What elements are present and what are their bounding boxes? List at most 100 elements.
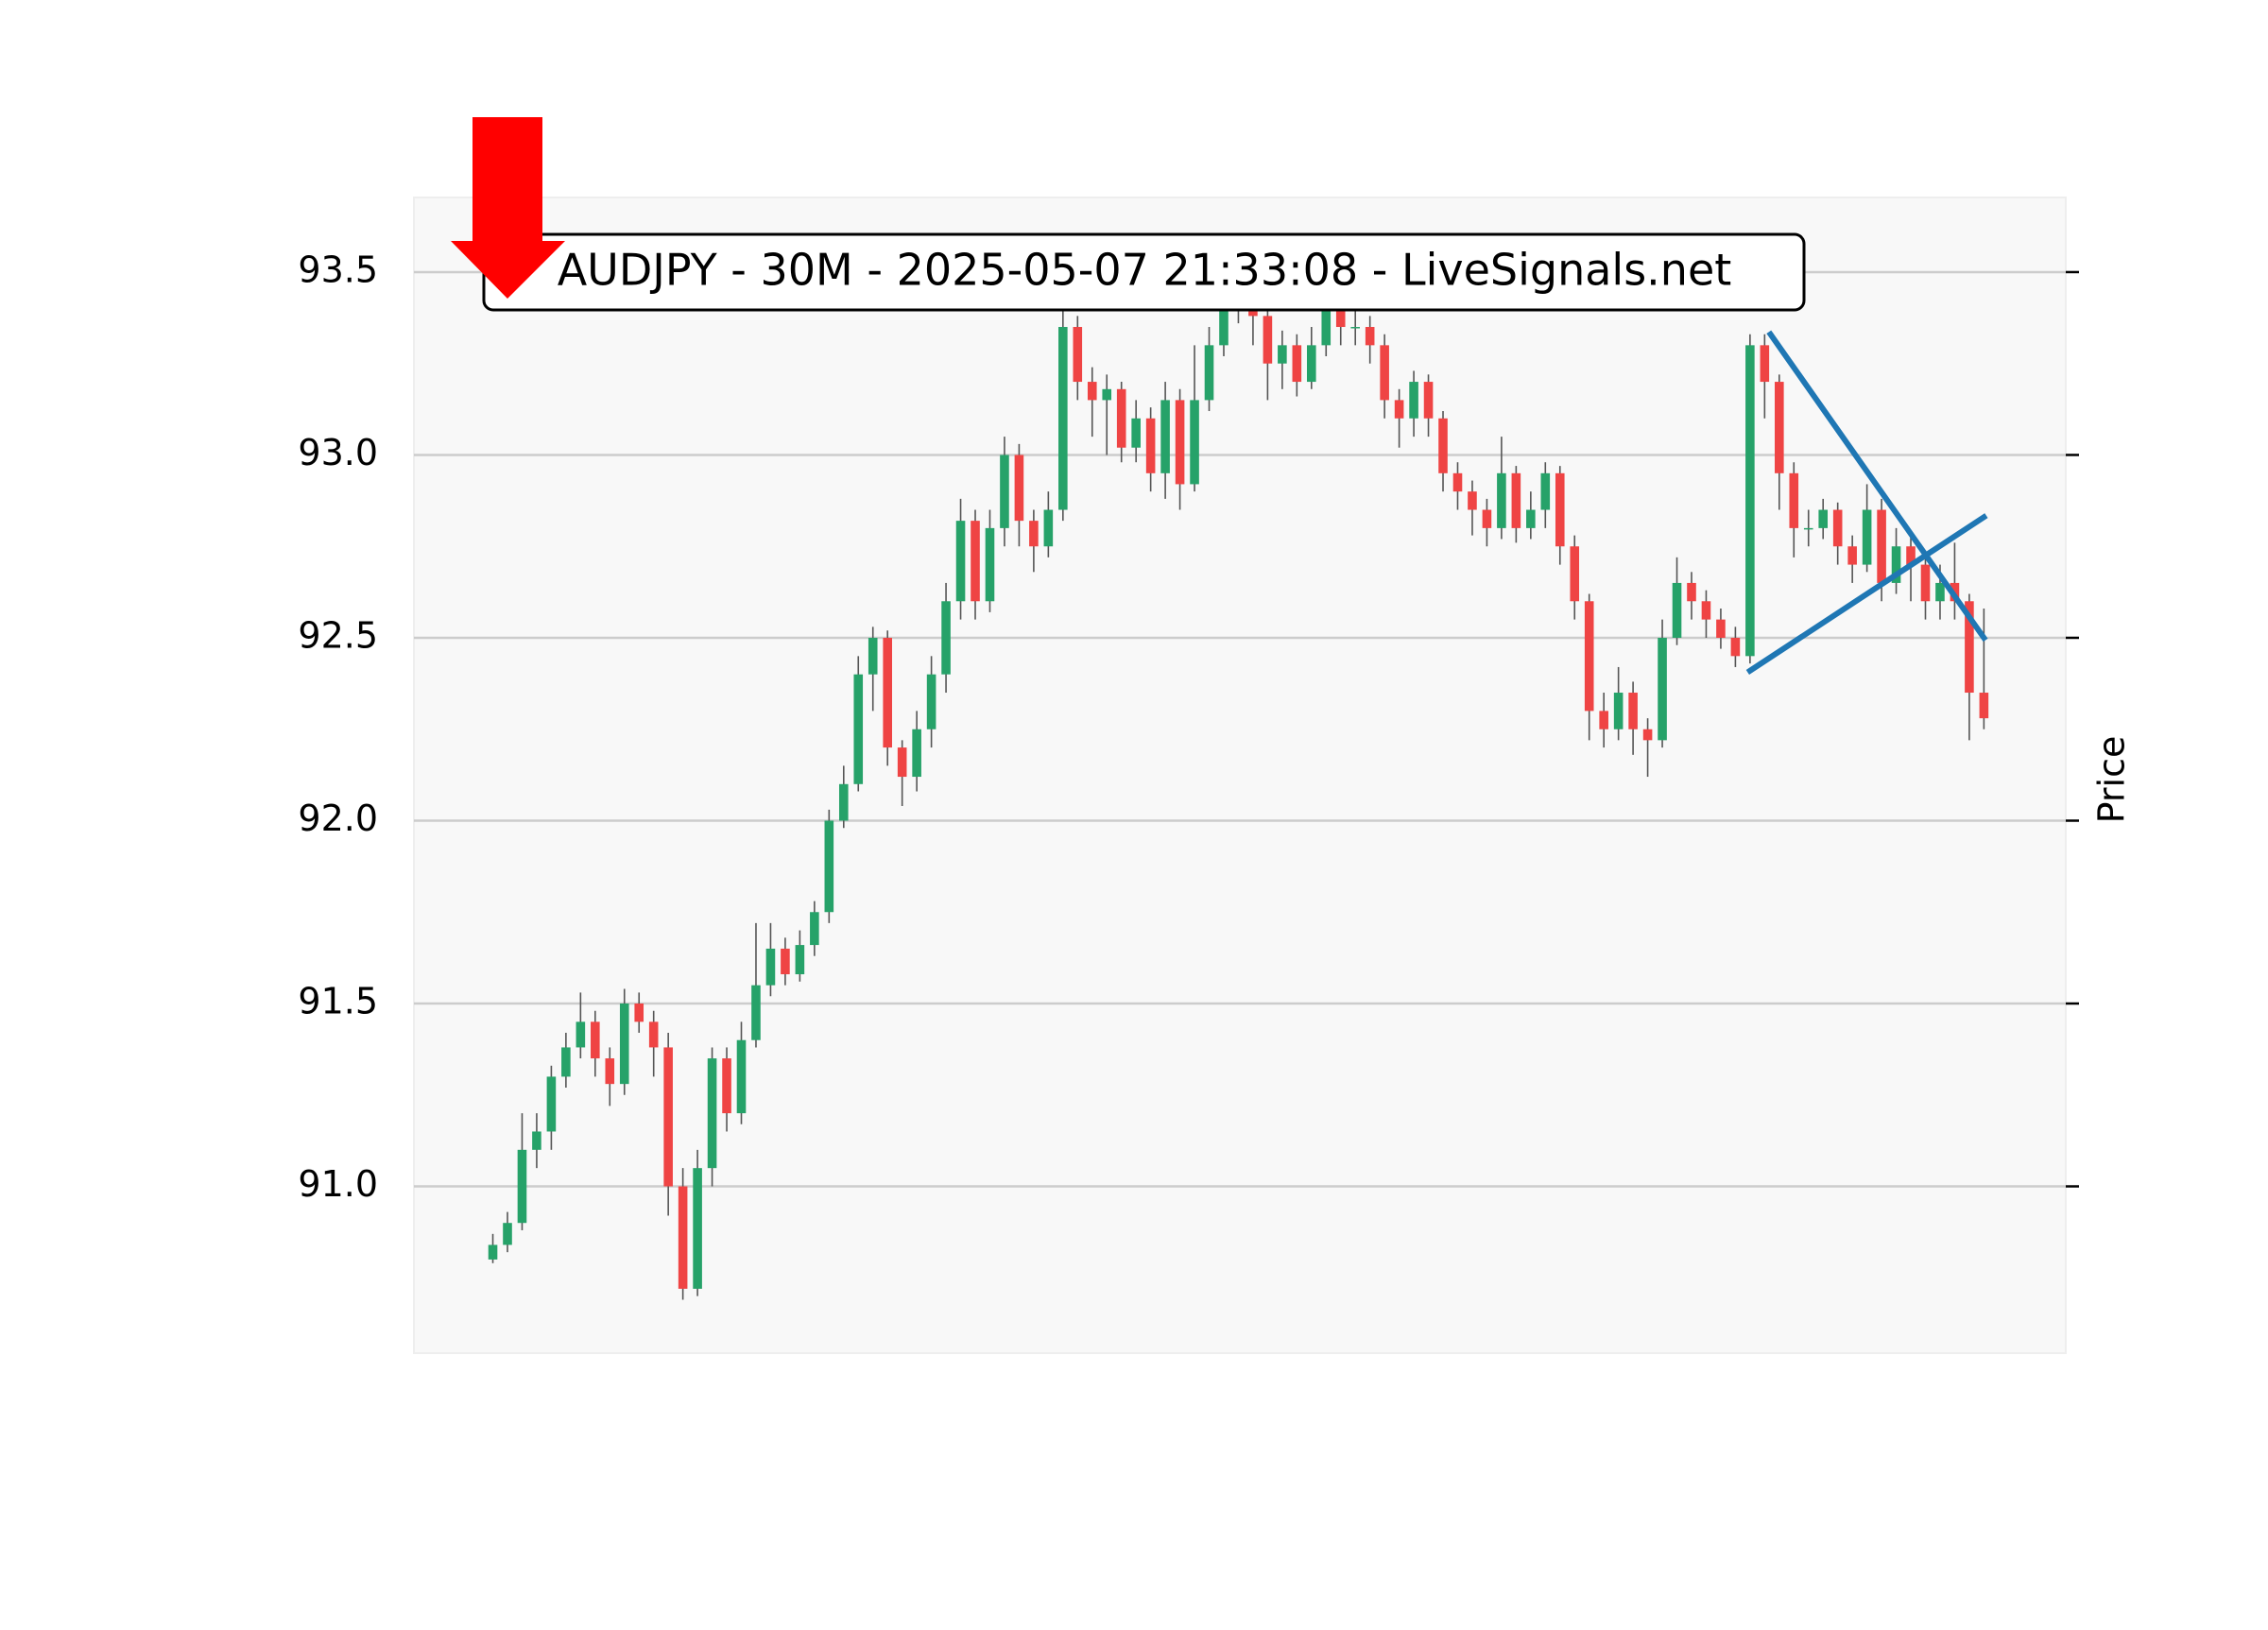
y-tick-label: 93.0 xyxy=(298,432,378,473)
candle-body xyxy=(1642,729,1653,741)
candle-body xyxy=(1511,472,1521,528)
candle-body xyxy=(1482,509,1492,528)
candle-body xyxy=(1555,472,1565,547)
candle-body xyxy=(1775,382,1784,473)
candle-body xyxy=(1321,308,1332,346)
candle-body xyxy=(1263,316,1273,364)
candle-body xyxy=(1278,345,1287,364)
candle-body xyxy=(1935,582,1945,602)
candle-body xyxy=(619,1004,629,1085)
candle-body xyxy=(897,747,907,778)
candle-body xyxy=(1526,509,1536,528)
candle-body xyxy=(1204,345,1214,401)
candle-body xyxy=(736,1039,747,1114)
candle-body xyxy=(838,783,849,821)
candle-body xyxy=(1014,455,1024,522)
signal-arrow xyxy=(451,117,565,299)
candle-body xyxy=(1073,327,1083,383)
candle-body xyxy=(1190,400,1199,485)
candle-body xyxy=(1832,509,1843,547)
candle-body xyxy=(1292,345,1302,383)
y-tick-label: 91.0 xyxy=(298,1163,378,1205)
candle-body xyxy=(1847,546,1857,565)
candle-body xyxy=(1160,400,1170,473)
candle-body xyxy=(1628,693,1638,729)
candle-body xyxy=(941,601,951,675)
candle-body xyxy=(1409,382,1418,419)
y-tick-label: 93.5 xyxy=(298,249,378,290)
candle-body xyxy=(1584,601,1594,712)
candle-body xyxy=(1570,546,1580,602)
candle-body xyxy=(1468,491,1477,510)
candle-body xyxy=(781,948,790,975)
candle-body xyxy=(1687,582,1696,602)
candle-body xyxy=(1116,388,1126,448)
candle-body xyxy=(1087,382,1097,401)
candle-body xyxy=(1000,455,1009,528)
candle-body xyxy=(1789,472,1799,528)
candle-body xyxy=(868,637,878,675)
candle-body xyxy=(561,1047,571,1077)
candle-body xyxy=(1043,509,1054,547)
candle-body xyxy=(1760,345,1770,383)
y-tick-label: 91.5 xyxy=(298,981,378,1022)
candle-body xyxy=(488,1244,498,1260)
candle-body xyxy=(1818,509,1829,528)
candle-body xyxy=(810,912,819,946)
candle-body xyxy=(517,1149,527,1224)
candle-body xyxy=(1613,693,1624,729)
candle-body xyxy=(591,1021,600,1059)
candle-body xyxy=(1658,637,1667,741)
candle-body xyxy=(1029,521,1039,547)
candle-body xyxy=(1365,327,1375,346)
candle-body xyxy=(1145,418,1156,473)
candle-body xyxy=(765,948,776,986)
candle-body xyxy=(1979,693,1989,719)
candle-body xyxy=(1438,418,1448,473)
plot-area xyxy=(413,197,2067,1354)
candle-body xyxy=(1672,582,1682,638)
candle-body xyxy=(1131,418,1141,448)
candle-body xyxy=(634,1004,644,1022)
candle-body xyxy=(985,527,995,602)
candle-body xyxy=(1219,308,1228,346)
y-axis-label: Price xyxy=(2091,736,2133,824)
candle-body xyxy=(1920,564,1931,602)
candle-body xyxy=(751,985,761,1040)
candle-body xyxy=(648,1021,659,1048)
chart-title: AUDJPY - 30M - 2025-05-07 21:33:08 - Liv… xyxy=(558,245,1732,296)
candle-body xyxy=(1350,327,1361,329)
plot: 91.0 91.5 92.0 92.5 93.0 93.5 xyxy=(298,249,2079,1300)
candle-body xyxy=(1058,327,1068,510)
candle-body xyxy=(1335,308,1346,328)
candle-body xyxy=(955,521,966,602)
arrow-shaft xyxy=(472,117,542,241)
arrow-head xyxy=(451,241,565,299)
candle-body xyxy=(663,1047,673,1187)
candle-body xyxy=(1307,345,1316,383)
candle-body xyxy=(1877,509,1886,583)
candle-body xyxy=(1394,400,1404,419)
candle-body xyxy=(1540,472,1551,510)
candle-body xyxy=(824,820,834,913)
candle-body xyxy=(1730,637,1741,657)
trendline xyxy=(1766,330,1988,643)
candle-body xyxy=(853,674,864,784)
candle-body xyxy=(883,637,892,748)
candle-body xyxy=(707,1058,717,1169)
candle-body xyxy=(926,674,936,729)
candle-body xyxy=(503,1223,512,1245)
candle-body xyxy=(1965,601,1974,694)
candle-body xyxy=(678,1186,688,1289)
candle-body xyxy=(1423,382,1434,419)
candle-body xyxy=(1599,711,1608,729)
candle-body xyxy=(1862,509,1872,565)
candle-body xyxy=(1891,546,1901,583)
candle-body xyxy=(605,1058,615,1085)
candle-body xyxy=(1102,388,1112,401)
trendline xyxy=(1745,513,1988,675)
candle-body xyxy=(1380,345,1389,401)
candle-body xyxy=(722,1058,731,1114)
candle-body xyxy=(1175,400,1185,485)
